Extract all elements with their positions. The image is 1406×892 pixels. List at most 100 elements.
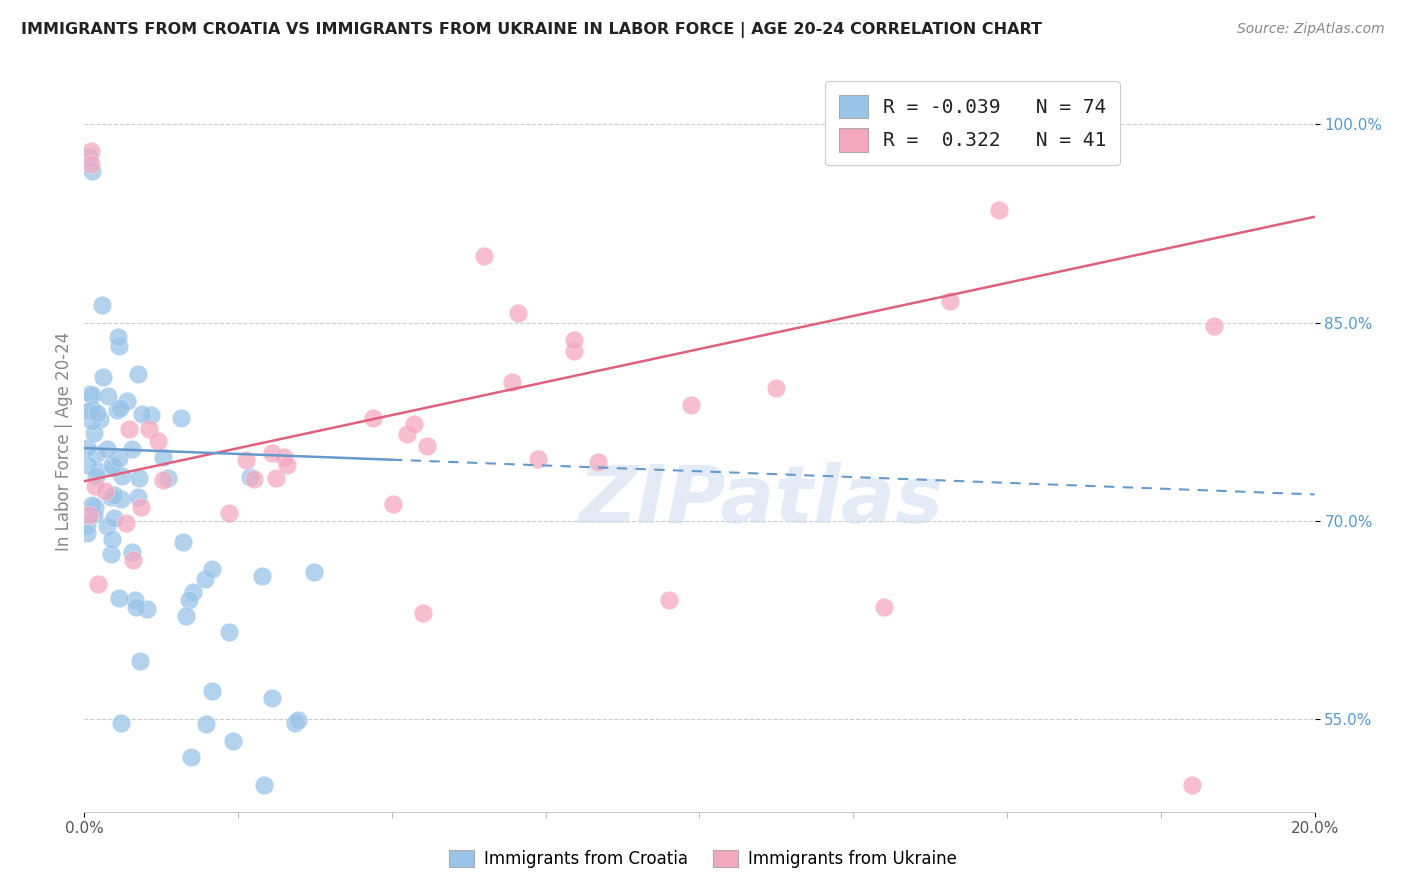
Point xyxy=(508,306,530,320)
Point xyxy=(586,455,609,469)
Point xyxy=(218,624,240,639)
Point xyxy=(110,401,132,415)
Point xyxy=(472,250,495,264)
Point xyxy=(396,426,419,441)
Point xyxy=(79,150,101,164)
Text: ZIPatlas: ZIPatlas xyxy=(578,462,943,540)
Point xyxy=(382,497,405,511)
Y-axis label: In Labor Force | Age 20-24: In Labor Force | Age 20-24 xyxy=(55,332,73,551)
Legend: R = -0.039   N = 74, R =  0.322   N = 41: R = -0.039 N = 74, R = 0.322 N = 41 xyxy=(825,81,1121,166)
Point xyxy=(128,470,150,484)
Point xyxy=(77,404,100,418)
Point xyxy=(96,442,118,456)
Point xyxy=(79,157,101,171)
Point xyxy=(100,532,122,546)
Point xyxy=(253,778,276,792)
Point xyxy=(124,593,146,607)
Point xyxy=(83,478,105,492)
Point xyxy=(80,401,103,416)
Point xyxy=(84,500,107,515)
Point xyxy=(235,453,257,467)
Point xyxy=(94,483,117,498)
Point xyxy=(77,458,100,473)
Point xyxy=(82,498,104,512)
Point xyxy=(146,434,169,448)
Point xyxy=(201,562,224,576)
Point xyxy=(97,390,120,404)
Point xyxy=(201,683,224,698)
Point xyxy=(103,461,125,475)
Point xyxy=(125,600,148,615)
Point xyxy=(404,417,426,431)
Point xyxy=(260,690,283,705)
Point xyxy=(239,470,262,484)
Point xyxy=(135,602,157,616)
Point xyxy=(105,403,128,417)
Point xyxy=(121,442,143,457)
Point xyxy=(110,491,132,506)
Point xyxy=(127,490,149,504)
Point xyxy=(302,565,325,579)
Point xyxy=(90,298,112,312)
Point xyxy=(181,585,204,599)
Point xyxy=(988,203,1011,218)
Point xyxy=(86,464,108,478)
Point xyxy=(218,506,240,520)
Point xyxy=(82,387,104,401)
Point xyxy=(193,572,215,586)
Point xyxy=(260,446,283,460)
Point xyxy=(222,733,245,747)
Point xyxy=(76,517,98,532)
Point xyxy=(412,607,434,621)
Point xyxy=(276,458,298,472)
Point xyxy=(103,487,125,501)
Point xyxy=(107,330,129,344)
Point xyxy=(361,411,384,425)
Point xyxy=(111,469,134,483)
Point xyxy=(79,387,101,401)
Point xyxy=(86,406,108,420)
Point xyxy=(129,500,152,515)
Point xyxy=(139,409,162,423)
Point xyxy=(108,338,131,352)
Point xyxy=(100,491,122,505)
Point xyxy=(76,441,98,455)
Point xyxy=(76,526,98,541)
Point xyxy=(127,367,149,381)
Point xyxy=(86,576,108,591)
Point xyxy=(83,426,105,441)
Legend: Immigrants from Croatia, Immigrants from Ukraine: Immigrants from Croatia, Immigrants from… xyxy=(443,843,963,875)
Point xyxy=(562,344,585,359)
Point xyxy=(526,451,548,466)
Point xyxy=(179,593,201,607)
Point xyxy=(501,375,523,389)
Point xyxy=(250,568,273,582)
Point xyxy=(110,715,132,730)
Point xyxy=(77,508,100,522)
Point xyxy=(121,545,143,559)
Point xyxy=(122,553,145,567)
Point xyxy=(79,144,101,158)
Text: Source: ZipAtlas.com: Source: ZipAtlas.com xyxy=(1237,22,1385,37)
Point xyxy=(273,450,295,464)
Point xyxy=(103,510,125,524)
Point xyxy=(129,654,152,668)
Point xyxy=(152,450,174,465)
Point xyxy=(84,468,107,483)
Point xyxy=(562,334,585,348)
Point xyxy=(91,369,114,384)
Point xyxy=(100,548,122,562)
Point xyxy=(243,472,266,486)
Point xyxy=(101,458,124,472)
Point xyxy=(174,609,197,624)
Point xyxy=(138,422,160,436)
Point xyxy=(873,599,896,614)
Point xyxy=(287,713,309,727)
Point xyxy=(416,439,439,453)
Point xyxy=(156,471,179,485)
Point xyxy=(658,593,681,607)
Point xyxy=(681,398,703,412)
Text: IMMIGRANTS FROM CROATIA VS IMMIGRANTS FROM UKRAINE IN LABOR FORCE | AGE 20-24 CO: IMMIGRANTS FROM CROATIA VS IMMIGRANTS FR… xyxy=(21,22,1042,38)
Point xyxy=(170,411,193,425)
Point xyxy=(115,394,138,409)
